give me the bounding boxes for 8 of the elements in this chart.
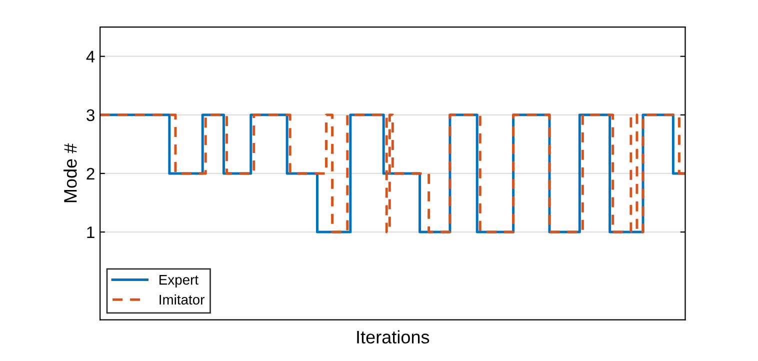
legend-label: Imitator [160,294,204,305]
y-tick-label: 1 [87,226,94,238]
x-axis-title: Iterations [357,330,430,344]
y-tick-label: 2 [86,168,94,180]
legend-label: Expert [160,275,198,288]
y-tick-label: 3 [86,109,94,122]
y-tick-label: 4 [86,50,95,62]
y-axis-title: Mode # [64,143,77,202]
